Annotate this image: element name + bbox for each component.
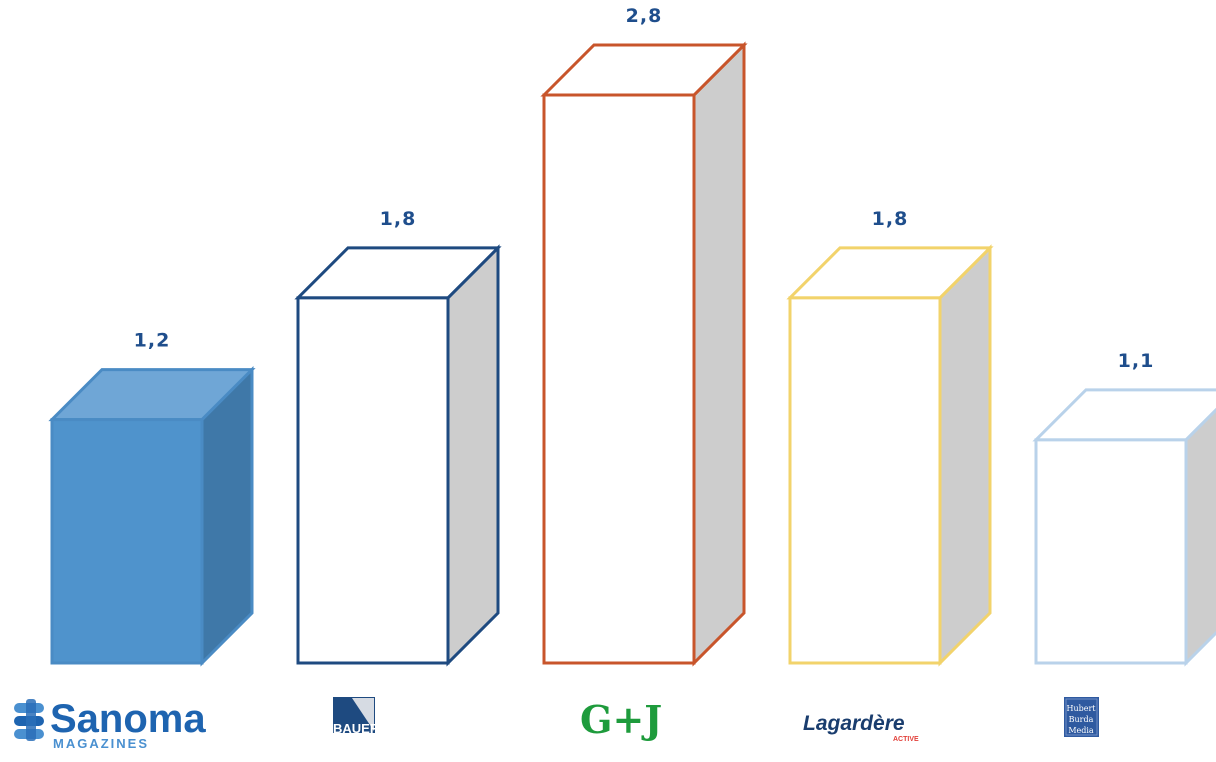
bar-value-label: 2,8 bbox=[626, 5, 663, 27]
bar-value-label: 1,1 bbox=[1118, 350, 1155, 372]
lagardere-logo-text: Lagardère bbox=[803, 712, 905, 735]
burda-logo-line1: Hubert bbox=[1066, 704, 1096, 713]
bars-group bbox=[48, 41, 1216, 667]
bar-front-face bbox=[542, 93, 696, 665]
gj-logo-text: G+J bbox=[580, 697, 662, 742]
burda-logo-line2: Burda bbox=[1069, 715, 1094, 724]
logo-gj: G+J bbox=[580, 697, 662, 742]
bauer-logo-text: BAUER bbox=[333, 721, 380, 736]
burda-logo-line3: Media bbox=[1068, 726, 1094, 735]
sanoma-emblem-icon bbox=[14, 699, 44, 741]
logo-lagardere: Lagardère ACTIVE bbox=[803, 712, 919, 743]
bar bbox=[1032, 388, 1216, 667]
logo-burda: Hubert Burda Media bbox=[1064, 697, 1099, 737]
bar bbox=[294, 244, 502, 667]
bar-value-label: 1,8 bbox=[380, 208, 417, 230]
bar-value-label: 1,2 bbox=[134, 330, 171, 352]
logo-bauer: BAUER bbox=[333, 697, 380, 736]
bar-side-face bbox=[938, 244, 992, 667]
value-labels-group: 1,2 1,8 2,8 1,8 1,1 bbox=[134, 5, 1155, 372]
bar-front-face bbox=[1034, 438, 1188, 665]
logo-sanoma: Sanoma MAGAZINES bbox=[14, 697, 206, 751]
bar bbox=[540, 41, 748, 667]
lagardere-logo-subtext: ACTIVE bbox=[893, 736, 919, 743]
bar-value-label: 1,8 bbox=[872, 208, 909, 230]
bar bbox=[48, 365, 256, 667]
bar-front-face bbox=[296, 296, 450, 665]
bar bbox=[786, 244, 994, 667]
bar-front-face bbox=[788, 296, 942, 665]
bar-side-face bbox=[446, 244, 500, 667]
bauer-emblem-icon bbox=[352, 698, 374, 731]
bar-side-face bbox=[692, 41, 746, 667]
bar-top-face bbox=[1032, 388, 1216, 442]
sanoma-logo-text: Sanoma bbox=[50, 697, 206, 741]
bar-front-face bbox=[50, 418, 204, 665]
sanoma-logo-subtext: MAGAZINES bbox=[53, 736, 149, 751]
